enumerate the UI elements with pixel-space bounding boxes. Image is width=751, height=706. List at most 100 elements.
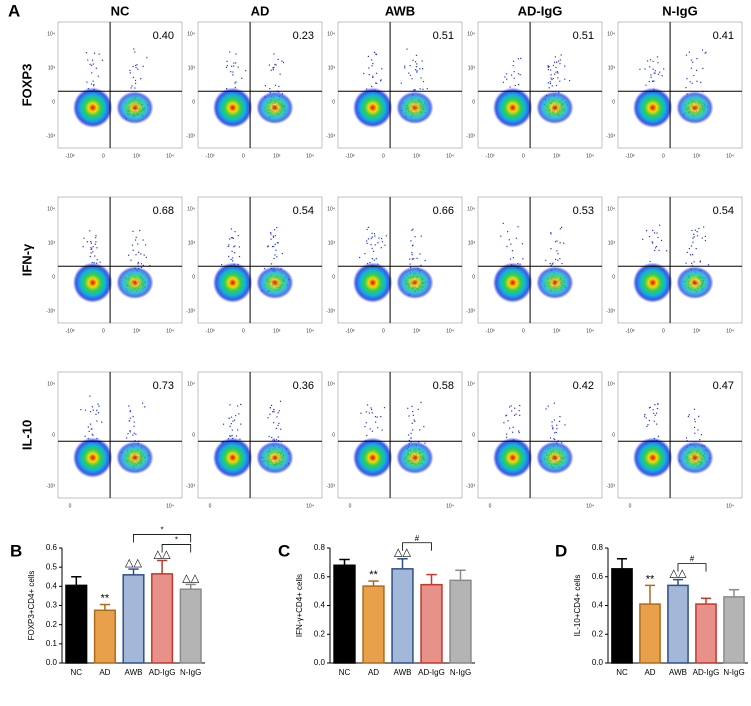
density [492, 262, 533, 303]
event-dot [271, 436, 273, 439]
flow-x-tick: -10³ [486, 328, 495, 334]
flow-x-tick: 10⁴ [726, 153, 734, 159]
y-tick-label: 0.5 [46, 562, 58, 571]
event-dot [135, 236, 137, 238]
flow-y-tick: 10³ [328, 240, 336, 246]
event-dot [240, 423, 242, 425]
bar [122, 574, 145, 664]
event-dot [96, 247, 98, 249]
event-dot [407, 407, 409, 409]
flow-x-tick: -10³ [486, 153, 495, 159]
event-dot [556, 61, 558, 63]
event-dot [657, 73, 659, 75]
event-dot [385, 235, 387, 237]
event-dot [233, 419, 236, 421]
event-dot [230, 435, 232, 437]
event-dot [410, 240, 412, 242]
event-dot [652, 242, 654, 244]
event-dot [656, 232, 658, 234]
comparison-bracket [677, 563, 707, 572]
flow-y-tick: 0 [472, 432, 475, 438]
flow-x-tick: 10⁴ [166, 328, 174, 334]
quadrant-value: 0.40 [153, 30, 174, 42]
event-dot [419, 68, 421, 70]
event-dot [269, 88, 271, 90]
event-dot [657, 62, 659, 64]
event-dot [229, 435, 231, 437]
event-dot [656, 407, 659, 410]
event-dot [129, 410, 131, 412]
event-dot [693, 261, 695, 263]
event-dot [231, 429, 233, 431]
y-tick-label: 0.8 [314, 543, 326, 552]
event-dot [703, 226, 705, 228]
flow-x-tick: 0 [242, 328, 245, 334]
bar [449, 579, 472, 664]
plot-frame [197, 196, 323, 324]
event-dot [690, 59, 693, 61]
flow-y-tick: 10⁴ [607, 206, 615, 212]
event-dot [132, 415, 134, 418]
flow-y-tick: -10³ [186, 133, 195, 139]
event-dot [272, 439, 274, 441]
event-dot [550, 69, 552, 71]
event-dot [698, 415, 700, 417]
flow-plot: 0.51 10⁴ 10³ 0 -10³ -10³ 0 10³ 10⁴ [326, 21, 463, 159]
event-dot [274, 84, 277, 86]
event-dot [691, 82, 693, 84]
event-dot [273, 438, 275, 440]
event-dot [519, 414, 521, 416]
event-dot [222, 423, 225, 425]
x-tick-label: AD-IgG [149, 668, 176, 677]
event-dot [359, 256, 361, 259]
event-dot [690, 67, 692, 69]
event-dot [101, 421, 103, 423]
event-dot [693, 74, 695, 77]
event-dot [278, 410, 280, 412]
flow-x-tick: 10⁴ [166, 153, 174, 159]
flow-y-tick: 10³ [48, 240, 56, 246]
event-dot [700, 81, 702, 83]
event-dot [273, 408, 275, 411]
event-dot [229, 425, 231, 427]
event-dot [366, 434, 368, 436]
event-dot [380, 416, 382, 418]
event-dot [410, 437, 412, 439]
event-dot [230, 416, 233, 418]
event-dot [230, 65, 233, 67]
flow-x-tick: -10³ [66, 328, 75, 334]
event-dot [657, 236, 659, 239]
event-dot [238, 246, 241, 248]
quadrant-value: 0.23 [293, 30, 314, 42]
event-dot [686, 78, 688, 80]
event-dot [420, 235, 422, 237]
flow-x-tick: 0 [489, 503, 492, 509]
density [536, 266, 574, 300]
event-dot [646, 425, 648, 427]
event-dot [547, 82, 549, 84]
event-dot [135, 64, 137, 67]
event-dot [84, 409, 87, 411]
event-dot [653, 420, 655, 422]
event-dot [132, 249, 134, 251]
flow-x-tick: 10³ [273, 328, 281, 334]
event-dot [235, 435, 238, 437]
flow-y-tick: 10³ [468, 240, 476, 246]
event-dot [381, 429, 383, 431]
event-dot [130, 87, 132, 89]
significance-mark: ** [646, 573, 655, 585]
flow-y-tick: 10⁴ [327, 206, 335, 212]
significance-mark: △△ [182, 572, 199, 584]
event-dot [701, 237, 703, 239]
event-dot [221, 263, 223, 266]
bar [65, 584, 88, 664]
event-dot [273, 229, 276, 231]
event-dot [649, 66, 651, 68]
comparison-bracket [402, 542, 432, 551]
event-dot [126, 437, 128, 439]
event-dot [547, 405, 549, 407]
event-dot [518, 432, 520, 434]
flow-y-tick: -10³ [326, 483, 335, 489]
x-tick-label: AD [99, 668, 110, 677]
event-dot [268, 64, 270, 66]
